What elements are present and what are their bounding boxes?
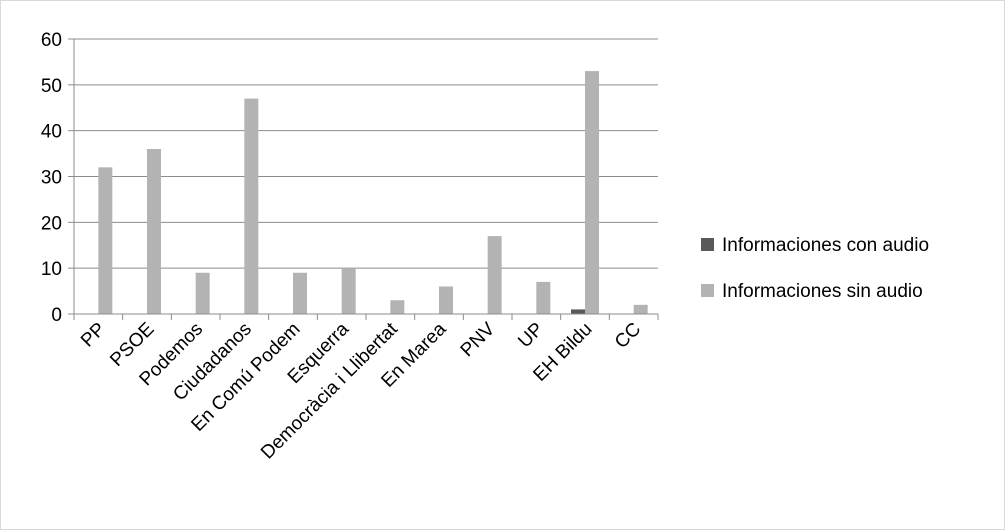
legend-swatch: [701, 284, 714, 297]
bar-sin-audio: [633, 304, 648, 314]
y-axis-ticks: 0 10 20 30 40 50 60: [41, 30, 74, 326]
bar-sin-audio: [585, 71, 599, 314]
legend-label: Informaciones con audio: [722, 235, 929, 256]
y-tick-label: 30: [41, 168, 62, 189]
bar-sin-audio: [390, 300, 405, 314]
y-tick-label: 10: [41, 259, 62, 280]
legend-swatch: [701, 238, 714, 251]
x-category-label: PNV: [457, 318, 500, 361]
bar-sin-audio: [487, 236, 502, 314]
y-tick-label: 0: [51, 305, 62, 326]
bar-sin-audio: [147, 149, 161, 314]
y-tick-label: 20: [41, 213, 62, 234]
x-category-label: CC: [611, 319, 645, 353]
y-tick-label: 50: [41, 76, 62, 97]
y-tick-label: 40: [41, 122, 62, 143]
bars: [98, 71, 648, 314]
bar-sin-audio: [98, 167, 113, 314]
bar-sin-audio: [341, 268, 356, 314]
bar-sin-audio: [536, 281, 551, 314]
bar-sin-audio: [244, 98, 259, 314]
x-category-label: PP: [77, 319, 110, 352]
gridlines: [74, 38, 658, 269]
bar-con-audio: [571, 309, 585, 314]
bar-sin-audio: [439, 286, 453, 314]
bar-sin-audio: [293, 272, 307, 314]
axes: [73, 39, 659, 320]
y-tick-label: 60: [41, 30, 62, 51]
x-category-label: UP: [514, 319, 548, 353]
legend: Informaciones con audio Informaciones sin…: [701, 235, 929, 302]
bar-sin-audio: [195, 272, 210, 314]
legend-label: Informaciones sin audio: [722, 281, 923, 302]
